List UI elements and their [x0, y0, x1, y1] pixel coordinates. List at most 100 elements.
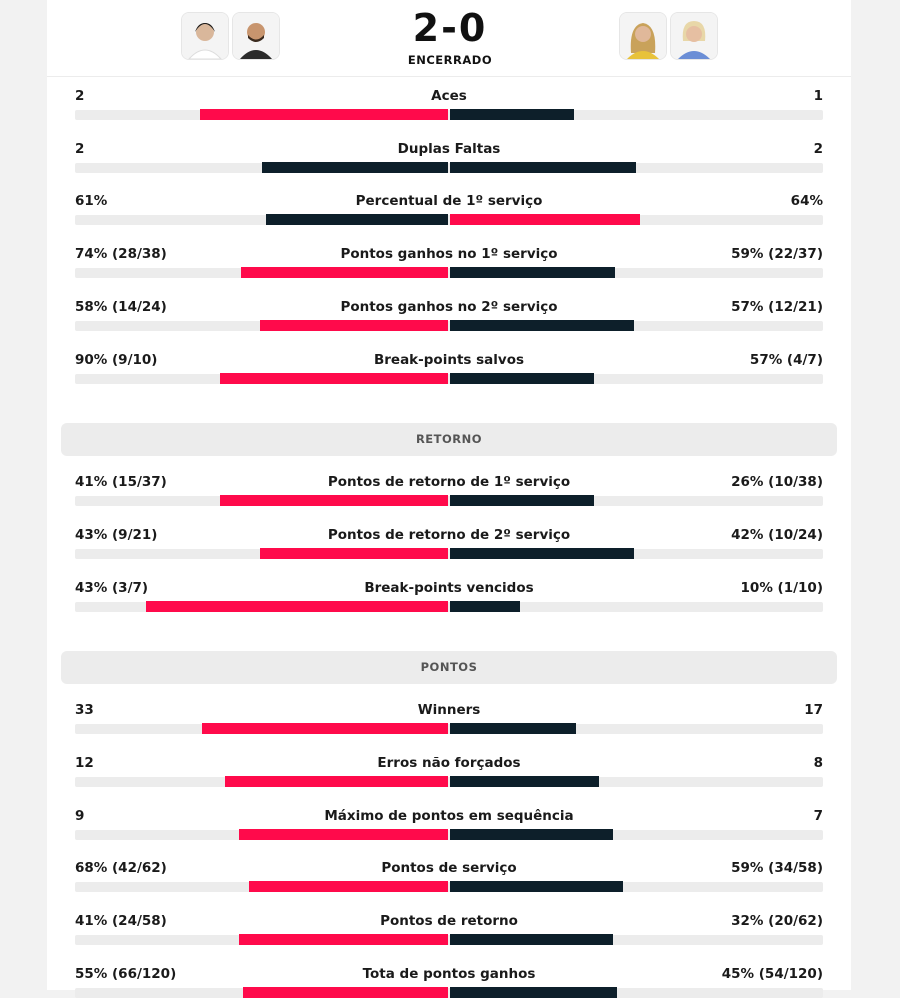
stat-name: Máximo de pontos em sequência	[324, 807, 574, 824]
stat-name: Pontos ganhos no 2º serviço	[340, 298, 558, 315]
player-avatar[interactable]	[619, 12, 667, 60]
right-bar	[450, 547, 634, 559]
left-bar	[262, 161, 448, 173]
left-value: 61%	[75, 193, 108, 210]
left-value: 2	[75, 140, 85, 157]
left-value: 58% (14/24)	[75, 298, 167, 315]
left-value: 43% (9/21)	[75, 526, 158, 543]
bar-track	[75, 496, 823, 507]
right-value: 64%	[790, 193, 823, 210]
left-bar	[146, 600, 448, 612]
right-bar	[450, 372, 595, 384]
stat-name: Winners	[417, 702, 481, 719]
stat-name: Tota de pontos ganhos	[362, 965, 536, 982]
right-bar	[450, 881, 623, 893]
stat-name: Aces	[431, 88, 467, 104]
bar-track	[75, 110, 823, 120]
right-value: 8	[813, 755, 823, 771]
left-value: 41% (24/58)	[75, 913, 167, 930]
right-bar	[450, 161, 636, 173]
bar-track	[75, 935, 823, 946]
left-bar	[248, 881, 448, 893]
stat-name: Pontos de retorno de 1º serviço	[327, 474, 571, 491]
left-bar	[224, 776, 448, 787]
left-bar	[266, 214, 448, 226]
right-value: 10% (1/10)	[740, 579, 823, 596]
left-value: 43% (3/7)	[75, 579, 149, 596]
left-bar	[260, 319, 448, 331]
right-value: 1	[813, 88, 823, 104]
player-avatar[interactable]	[181, 12, 229, 60]
right-value: 17	[804, 702, 823, 719]
right-bar	[450, 828, 613, 840]
left-value: 33	[75, 702, 94, 719]
bar-track	[75, 724, 823, 735]
bar-track	[75, 601, 823, 612]
score: 2-0	[412, 6, 488, 50]
stat-name: Pontos de serviço	[381, 860, 517, 877]
player-avatar[interactable]	[232, 12, 280, 60]
right-value: 26% (10/38)	[731, 474, 823, 491]
left-bar	[259, 547, 448, 559]
stat-name: Pontos ganhos no 1º serviço	[340, 246, 558, 263]
bar-track	[75, 777, 823, 787]
left-bar	[200, 109, 448, 120]
right-bar	[450, 109, 574, 120]
right-bar	[450, 600, 521, 612]
right-bar	[450, 934, 614, 946]
bar-track	[75, 268, 823, 279]
right-bar	[450, 214, 641, 226]
stat-name: Break-points salvos	[373, 351, 525, 368]
stat-name: Duplas Faltas	[397, 140, 501, 157]
right-bar	[450, 319, 635, 331]
bar-track	[75, 162, 823, 173]
right-bar	[450, 495, 595, 507]
left-bar	[243, 986, 448, 998]
left-bar	[238, 828, 448, 840]
left-bar	[220, 372, 448, 384]
left-value: 41% (15/37)	[75, 474, 167, 491]
bar-track	[75, 320, 823, 331]
right-value: 57% (12/21)	[731, 298, 823, 315]
divider	[47, 76, 851, 77]
section-header: PONTOS	[61, 651, 837, 685]
right-value: 59% (34/58)	[731, 860, 823, 877]
left-value: 55% (66/120)	[75, 965, 177, 982]
left-value: 90% (9/10)	[75, 351, 158, 368]
match-status: ENCERRADO	[407, 53, 493, 67]
right-value: 7	[813, 807, 823, 824]
right-bar	[450, 986, 618, 998]
right-value: 59% (22/37)	[731, 246, 823, 263]
section-header: RETORNO	[61, 423, 837, 457]
bar-track	[75, 373, 823, 384]
left-value: 68% (42/62)	[75, 860, 167, 877]
left-value: 12	[75, 755, 94, 771]
right-bar	[450, 723, 577, 735]
left-value: 9	[75, 807, 85, 824]
left-value: 2	[75, 88, 85, 104]
right-value: 2	[813, 140, 823, 157]
stat-name: Erros não forçados	[377, 755, 521, 771]
bar-track	[75, 987, 823, 998]
right-value: 57% (4/7)	[749, 351, 823, 368]
right-value: 45% (54/120)	[721, 965, 823, 982]
bar-track	[75, 882, 823, 893]
right-value: 42% (10/24)	[731, 526, 823, 543]
bar-track	[75, 548, 823, 559]
player-avatar[interactable]	[670, 12, 718, 60]
left-bar	[239, 934, 448, 946]
right-value: 32% (20/62)	[731, 913, 823, 930]
bar-track	[75, 829, 823, 840]
left-value: 74% (28/38)	[75, 246, 167, 263]
left-bar	[241, 267, 448, 279]
stat-name: Percentual de 1º serviço	[355, 193, 543, 210]
left-bar	[220, 495, 448, 507]
stat-name: Pontos de retorno	[380, 913, 518, 930]
left-bar	[202, 723, 448, 735]
bar-track	[75, 215, 823, 226]
stat-name: Pontos de retorno de 2º serviço	[327, 526, 571, 543]
right-bar	[450, 267, 616, 279]
right-bar	[450, 776, 599, 787]
stat-name: Break-points vencidos	[364, 579, 534, 596]
